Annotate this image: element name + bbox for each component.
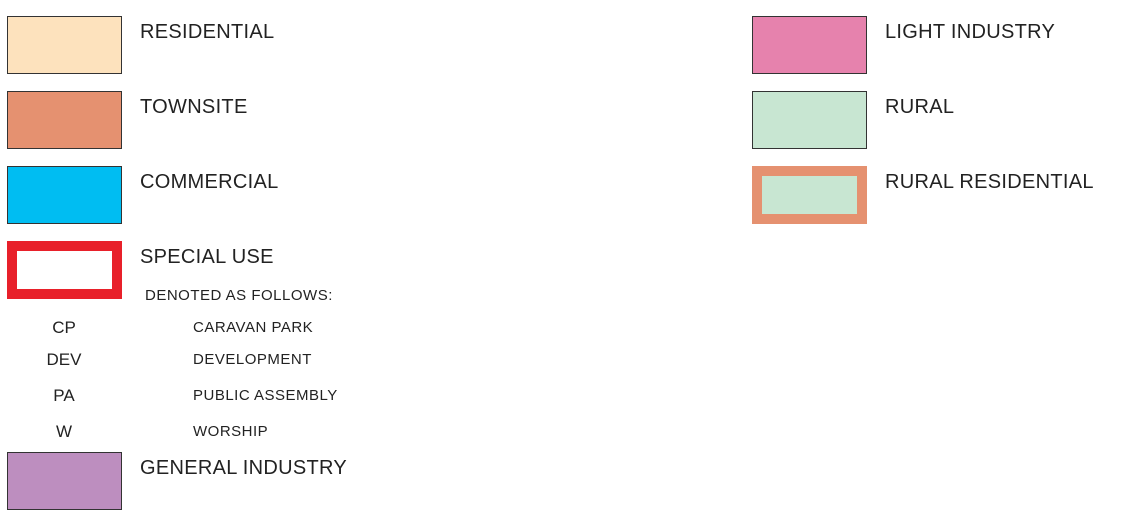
legend-label: LIGHT INDUSTRY bbox=[885, 21, 1056, 43]
swatch bbox=[752, 91, 867, 149]
note: DENOTED AS FOLLOWS: bbox=[145, 287, 333, 304]
legend-label: RURAL RESIDENTIAL bbox=[885, 171, 1094, 193]
legend-label: RURAL bbox=[885, 96, 955, 118]
code-meaning: DEVELOPMENT bbox=[193, 351, 312, 368]
code: W bbox=[55, 422, 73, 441]
code: PA bbox=[53, 386, 75, 405]
swatch bbox=[752, 16, 867, 74]
swatch bbox=[7, 16, 122, 74]
swatch bbox=[7, 91, 122, 149]
swatch bbox=[7, 452, 122, 510]
legend-label: COMMERCIAL bbox=[140, 171, 279, 193]
swatch bbox=[7, 166, 122, 224]
code: CP bbox=[52, 318, 76, 337]
legend-label: TOWNSITE bbox=[140, 96, 248, 118]
code-meaning: CARAVAN PARK bbox=[193, 319, 314, 336]
code-meaning: PUBLIC ASSEMBLY bbox=[193, 387, 338, 404]
legend-label: SPECIAL USE bbox=[140, 246, 274, 268]
swatch bbox=[7, 241, 122, 299]
swatch bbox=[752, 166, 867, 224]
code: DEV bbox=[46, 350, 82, 369]
code-meaning: WORSHIP bbox=[193, 423, 269, 440]
legend-label: GENERAL INDUSTRY bbox=[140, 457, 348, 479]
legend-label: RESIDENTIAL bbox=[140, 21, 275, 43]
